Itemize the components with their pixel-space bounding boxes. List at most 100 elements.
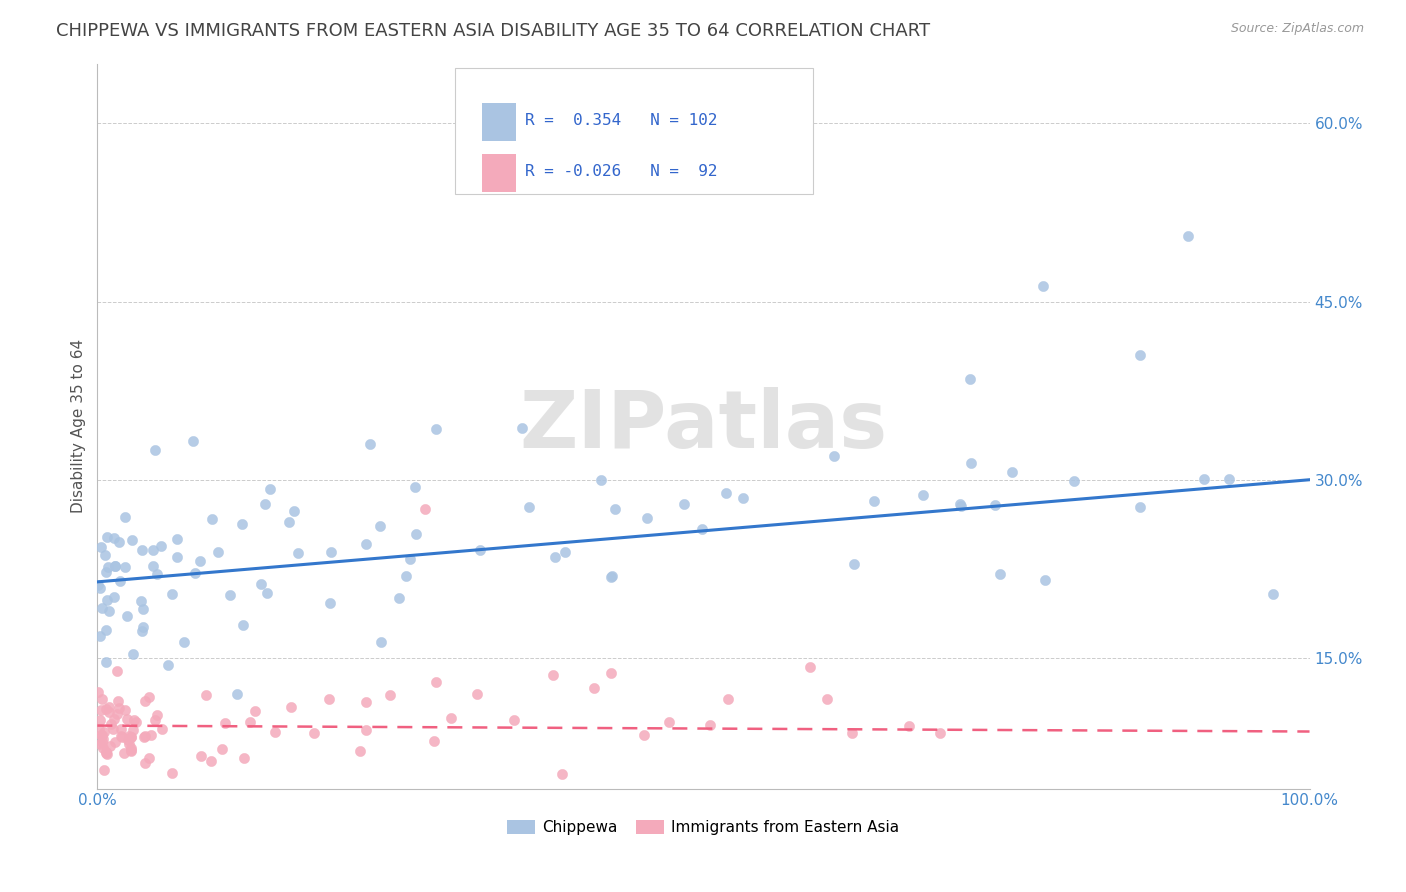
Point — [636, 510, 658, 524]
Point — [120, 730, 142, 744]
Point — [226, 686, 249, 700]
Point — [302, 725, 325, 739]
Point — [114, 560, 136, 574]
Point — [912, 488, 935, 502]
Point — [380, 688, 402, 702]
Point — [105, 664, 128, 678]
Point — [94, 655, 117, 669]
Point — [98, 700, 121, 714]
Text: CHIPPEWA VS IMMIGRANTS FROM EASTERN ASIA DISABILITY AGE 35 TO 64 CORRELATION CHA: CHIPPEWA VS IMMIGRANTS FROM EASTERN ASIA… — [56, 22, 931, 40]
Point — [714, 486, 737, 500]
Point — [121, 533, 143, 548]
Point — [90, 540, 112, 554]
Point — [370, 635, 392, 649]
Point — [283, 503, 305, 517]
Point — [207, 545, 229, 559]
Point — [188, 554, 211, 568]
Point — [620, 111, 643, 125]
Point — [425, 674, 447, 689]
Point — [96, 624, 118, 638]
Point — [517, 500, 540, 514]
Point — [146, 708, 169, 723]
Point — [142, 543, 165, 558]
Point — [138, 690, 160, 704]
Point — [633, 728, 655, 742]
Point — [142, 558, 165, 573]
Point — [405, 527, 427, 541]
Point — [413, 502, 436, 516]
Point — [404, 479, 426, 493]
Point — [949, 497, 972, 511]
Point — [166, 532, 188, 546]
Point — [603, 502, 626, 516]
Point — [359, 436, 381, 450]
Point — [425, 422, 447, 436]
Point — [117, 733, 139, 747]
Point — [599, 569, 621, 583]
Point — [120, 743, 142, 757]
Point — [114, 703, 136, 717]
Point — [131, 624, 153, 639]
Point — [103, 531, 125, 545]
Bar — [482, 103, 516, 141]
Point — [544, 549, 567, 564]
Point — [93, 548, 115, 562]
Point — [388, 591, 411, 605]
Point — [239, 714, 262, 729]
Point — [89, 713, 111, 727]
Point — [98, 739, 121, 754]
Point — [157, 658, 180, 673]
Point — [89, 582, 111, 596]
Point — [349, 744, 371, 758]
Point — [90, 703, 112, 717]
Point — [150, 540, 173, 554]
Point — [110, 729, 132, 743]
Point — [960, 456, 983, 470]
Point — [120, 731, 142, 745]
Point — [211, 741, 233, 756]
Point — [134, 694, 156, 708]
Point — [658, 715, 681, 730]
Point — [143, 713, 166, 727]
Point — [201, 512, 224, 526]
Point — [160, 766, 183, 780]
Point — [264, 725, 287, 739]
Point — [319, 545, 342, 559]
Point — [138, 751, 160, 765]
Point — [440, 711, 463, 725]
Point — [90, 728, 112, 742]
Point — [354, 537, 377, 551]
Point — [98, 706, 121, 720]
Text: R = -0.026   N =  92: R = -0.026 N = 92 — [526, 164, 717, 179]
Point — [897, 719, 920, 733]
Point — [200, 754, 222, 768]
Point — [690, 522, 713, 536]
Point — [96, 530, 118, 544]
Point — [354, 723, 377, 737]
Point — [554, 544, 576, 558]
Point — [984, 499, 1007, 513]
Text: Source: ZipAtlas.com: Source: ZipAtlas.com — [1230, 22, 1364, 36]
Point — [150, 722, 173, 736]
Point — [287, 546, 309, 560]
Point — [134, 756, 156, 770]
Point — [503, 713, 526, 727]
Point — [278, 515, 301, 529]
Point — [399, 552, 422, 566]
Point — [232, 617, 254, 632]
Point — [120, 743, 142, 757]
Point — [815, 691, 838, 706]
Point — [96, 747, 118, 761]
Point — [122, 647, 145, 661]
Point — [184, 566, 207, 580]
Point — [842, 557, 865, 571]
Point — [93, 763, 115, 777]
Point — [131, 543, 153, 558]
Point — [96, 745, 118, 759]
Point — [89, 737, 111, 751]
Point — [160, 586, 183, 600]
Y-axis label: Disability Age 35 to 64: Disability Age 35 to 64 — [72, 339, 86, 514]
Point — [243, 705, 266, 719]
Point — [146, 566, 169, 581]
Point — [114, 509, 136, 524]
